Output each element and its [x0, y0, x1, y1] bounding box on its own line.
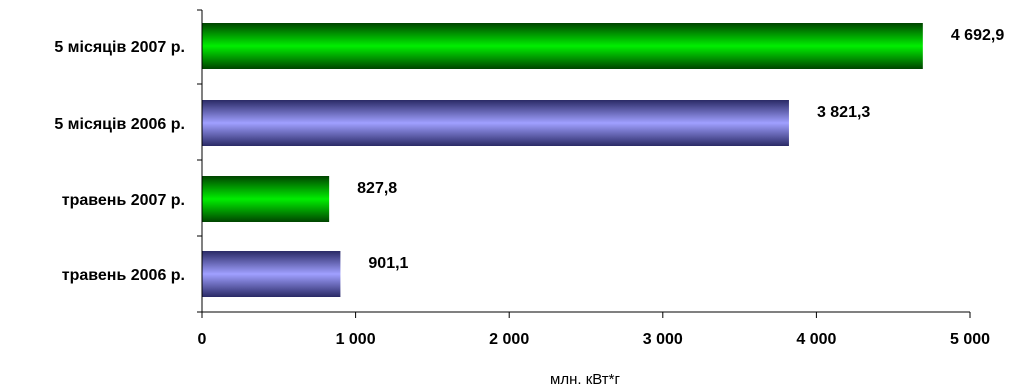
- category-label: травень 2007 р.: [62, 192, 185, 209]
- value-label: 901,1: [368, 255, 408, 272]
- category-label: 5 місяців 2006 р.: [54, 116, 185, 133]
- x-tick-label: 2 000: [489, 331, 529, 348]
- value-label: 3 821,3: [817, 104, 870, 121]
- bar-0: [202, 23, 923, 69]
- bar-1: [202, 100, 789, 146]
- x-tick-label: 5 000: [950, 331, 990, 348]
- value-label: 4 692,9: [951, 27, 1004, 44]
- x-axis-title: млн. кВт*г: [550, 371, 620, 388]
- x-tick-label: 3 000: [643, 331, 683, 348]
- axes-layer: [197, 9, 971, 318]
- category-label: 5 місяців 2007 р.: [54, 39, 185, 56]
- x-tick-label: 0: [198, 331, 207, 348]
- x-tick-label: 4 000: [796, 331, 836, 348]
- value-label: 827,8: [357, 180, 397, 197]
- x-tick-label: 1 000: [336, 331, 376, 348]
- bars-layer: [202, 23, 923, 297]
- bar-3: [202, 251, 341, 297]
- bar-2: [202, 176, 330, 222]
- labels-layer: 5 місяців 2007 р. 4 692,9 5 місяців 2006 р…: [54, 27, 1004, 348]
- category-label: травень 2006 р.: [62, 267, 185, 284]
